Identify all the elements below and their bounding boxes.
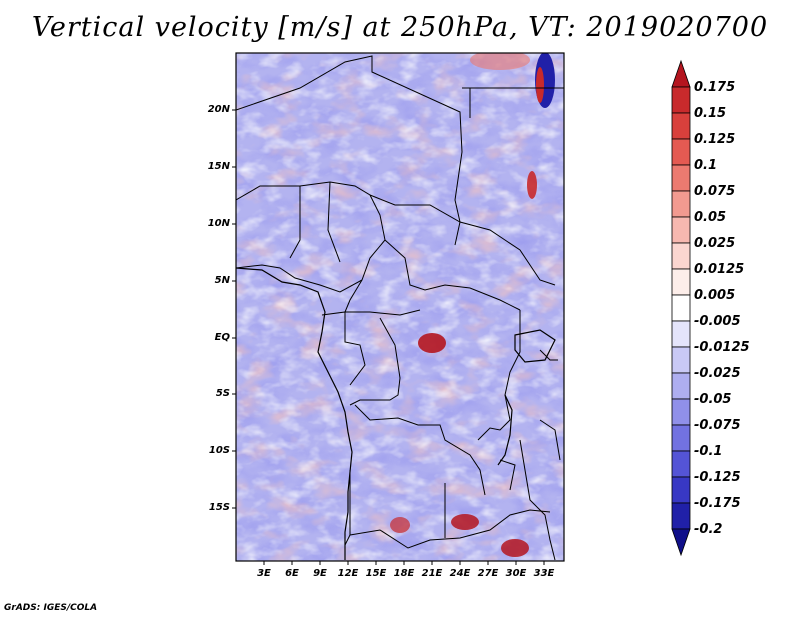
colorbar-segment <box>671 372 691 400</box>
lon-label: 12E <box>337 568 359 579</box>
lon-label: 3E <box>257 568 271 579</box>
colorbar-segment <box>671 502 691 530</box>
border-line <box>321 311 366 386</box>
colorbar-segment <box>671 268 691 296</box>
lat-label: 15N <box>207 161 230 172</box>
strong-ascent-feature <box>451 514 479 530</box>
colorbar-label: 0.075 <box>694 184 736 199</box>
strong-ascent-feature <box>536 67 544 103</box>
lake-victoria <box>514 329 556 363</box>
lake-tanganyika <box>497 394 513 466</box>
colorbar-segment <box>671 424 691 452</box>
lon-label: 21E <box>421 568 443 579</box>
lon-label: 6E <box>285 568 299 579</box>
coastline <box>236 267 556 560</box>
colorbar-label: -0.075 <box>694 418 741 433</box>
colorbar-label: 0.025 <box>694 236 736 251</box>
lon-label: 27E <box>477 568 499 579</box>
lon-label: 24E <box>449 568 471 579</box>
chart-title: Vertical velocity [m/s] at 250hPa, VT: 2… <box>31 12 769 43</box>
lon-label: 18E <box>393 568 415 579</box>
border-line <box>519 439 556 561</box>
lat-label: 20N <box>207 104 230 115</box>
border-line <box>327 181 341 263</box>
border-line <box>539 419 561 461</box>
ascent-region <box>470 53 530 70</box>
lat-label: 15S <box>208 502 230 513</box>
colorbar-segment <box>671 164 691 192</box>
colorbar-segment <box>671 450 691 478</box>
border-line <box>236 181 386 293</box>
colorbar-label: 0.125 <box>694 132 736 147</box>
colorbar-segment <box>671 294 691 322</box>
border-line <box>384 239 521 311</box>
border-line <box>289 186 301 259</box>
border-line <box>349 317 401 406</box>
colorbar-label: -0.0125 <box>694 340 750 355</box>
axis-ticks <box>232 109 545 565</box>
country-borders <box>236 55 564 561</box>
border-line <box>477 310 521 441</box>
colorbar-segment <box>671 476 691 504</box>
lon-label: 15E <box>365 568 387 579</box>
lat-label: EQ <box>214 332 230 343</box>
strong-ascent-feature <box>390 517 410 533</box>
strong-ascent-feature <box>527 171 537 199</box>
border-line <box>499 459 516 491</box>
border-line <box>349 509 551 549</box>
border-line <box>344 279 421 316</box>
colorbar-segment <box>671 190 691 218</box>
strong-ascent-feature <box>501 539 529 557</box>
colorbar-label: 0.0125 <box>694 262 745 277</box>
lon-label: 33E <box>533 568 555 579</box>
colorbar-segment <box>671 242 691 270</box>
colorbar-segment <box>671 346 691 374</box>
colorbar-label: -0.005 <box>694 314 741 329</box>
colorbar-label: 0.15 <box>694 106 727 121</box>
colorbar-bottom-arrow <box>671 528 691 557</box>
colorbar-label: 0.005 <box>694 288 736 303</box>
colorbar-segment <box>671 320 691 348</box>
colorbar-segment <box>671 398 691 426</box>
map-frame <box>235 52 565 562</box>
colorbar-label: -0.2 <box>694 522 723 537</box>
colorbar-label: -0.175 <box>694 496 741 511</box>
colorbar-segment <box>671 138 691 166</box>
strong-ascent-feature <box>418 333 446 353</box>
colorbar-label: 0.05 <box>694 210 727 225</box>
colorbar-segment <box>671 216 691 244</box>
colorbar-label: 0.1 <box>694 158 718 173</box>
lat-label: 5N <box>214 275 230 286</box>
colorbar-label: -0.025 <box>694 366 741 381</box>
colorbar-segment <box>671 86 691 114</box>
border-line <box>539 349 558 361</box>
credit-label: GrADS: IGES/COLA <box>4 603 98 613</box>
lat-label: 10S <box>208 445 230 456</box>
colorbar-segment <box>671 112 691 140</box>
colorbar-label: 0.175 <box>694 80 736 95</box>
lat-label: 10N <box>207 218 230 229</box>
colorbar <box>671 59 691 557</box>
field-neutral-texture <box>236 53 564 561</box>
colorbar-label: -0.05 <box>694 392 732 407</box>
colorbar-label: -0.1 <box>694 444 723 459</box>
lon-label: 30E <box>505 568 527 579</box>
lat-label: 5S <box>215 388 230 399</box>
colorbar-top-arrow <box>671 59 691 88</box>
border-line <box>354 404 486 496</box>
colorbar-label: -0.125 <box>694 470 741 485</box>
lon-label: 9E <box>313 568 327 579</box>
velocity-field <box>236 53 564 561</box>
coast-line <box>236 267 353 560</box>
border-line <box>369 194 556 286</box>
border-line <box>236 55 463 246</box>
